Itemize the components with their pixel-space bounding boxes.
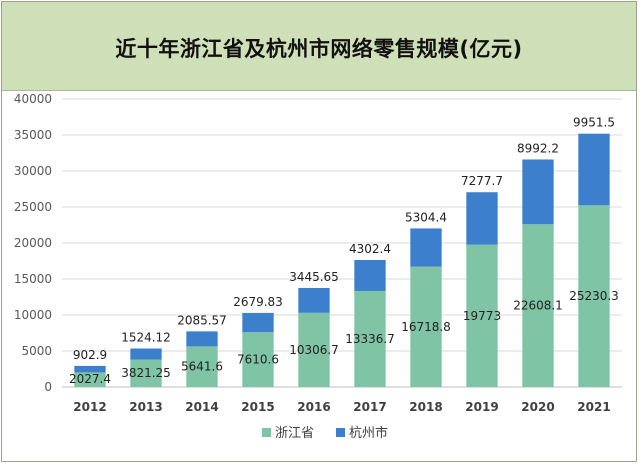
y-tick-label: 25000	[14, 200, 52, 214]
data-label-zhejiang: 16718.8	[401, 320, 451, 334]
y-tick-label: 35000	[14, 128, 52, 142]
legend-label-zhejiang: 浙江省	[275, 426, 314, 441]
bar-hangzhou	[298, 287, 330, 313]
data-label-hangzhou: 9951.5	[573, 116, 615, 130]
y-tick-label: 0	[44, 380, 52, 394]
data-label-zhejiang: 25230.3	[569, 289, 619, 303]
chart-title: 近十年浙江省及杭州市网络零售规模(亿元)	[115, 37, 523, 61]
data-label-zhejiang: 19773	[463, 309, 501, 323]
bar-hangzhou	[466, 192, 498, 245]
data-label-hangzhou: 8992.2	[517, 141, 559, 155]
bar-zhejiang	[578, 205, 610, 387]
x-tick-label: 2021	[577, 400, 610, 414]
x-tick-label: 2018	[409, 400, 442, 414]
bar-hangzhou	[410, 228, 442, 267]
data-label-zhejiang: 2027.4	[69, 372, 111, 386]
data-label-zhejiang: 10306.7	[289, 343, 339, 357]
legend-label-hangzhou: 杭州市	[349, 425, 388, 441]
y-tick-label: 10000	[14, 308, 52, 322]
data-label-zhejiang: 22608.1	[513, 299, 563, 313]
x-tick-label: 2017	[353, 400, 386, 414]
data-label-zhejiang: 5641.6	[181, 360, 223, 374]
data-label-zhejiang: 13336.7	[345, 332, 395, 346]
x-tick-label: 2015	[241, 400, 274, 414]
x-tick-label: 2013	[129, 400, 162, 414]
bar-hangzhou	[522, 159, 554, 225]
x-tick-label: 2020	[521, 400, 554, 414]
data-label-zhejiang: 7610.6	[237, 353, 279, 367]
legend-swatch-hangzhou	[336, 428, 345, 437]
y-tick-label: 30000	[14, 164, 52, 178]
x-tick-label: 2012	[73, 400, 106, 414]
bar-zhejiang	[522, 224, 554, 387]
x-tick-label: 2014	[185, 400, 218, 414]
bar-hangzhou	[74, 365, 106, 373]
x-tick-label: 2019	[465, 400, 498, 414]
data-label-hangzhou: 2085.57	[177, 313, 227, 327]
y-tick-label: 20000	[14, 236, 52, 250]
bar-zhejiang	[130, 359, 162, 387]
bar-zhejiang	[74, 372, 106, 387]
data-label-hangzhou: 7277.7	[461, 174, 503, 188]
bar-zhejiang	[298, 312, 330, 387]
data-label-zhejiang: 3821.25	[121, 366, 171, 380]
bar-hangzhou	[130, 348, 162, 360]
bar-hangzhou	[186, 331, 218, 347]
bar-hangzhou	[242, 312, 274, 333]
bar-zhejiang	[186, 346, 218, 387]
bar-hangzhou	[354, 259, 386, 291]
data-label-hangzhou: 5304.4	[405, 210, 447, 224]
bar-zhejiang	[466, 244, 498, 387]
bar-zhejiang	[242, 332, 274, 387]
data-label-hangzhou: 902.9	[73, 348, 107, 362]
y-tick-label: 15000	[14, 272, 52, 286]
x-tick-label: 2016	[297, 400, 330, 414]
y-tick-label: 5000	[21, 344, 52, 358]
bar-hangzhou	[578, 133, 610, 206]
data-label-hangzhou: 4302.4	[349, 242, 391, 256]
bar-zhejiang	[410, 266, 442, 387]
data-label-hangzhou: 1524.12	[121, 331, 171, 345]
bar-zhejiang	[354, 290, 386, 387]
y-tick-label: 40000	[14, 92, 52, 106]
data-label-hangzhou: 3445.65	[289, 270, 339, 284]
title-banner: 近十年浙江省及杭州市网络零售规模(亿元)	[2, 2, 636, 91]
data-label-hangzhou: 2679.83	[233, 295, 283, 309]
legend-swatch-zhejiang	[262, 428, 271, 437]
